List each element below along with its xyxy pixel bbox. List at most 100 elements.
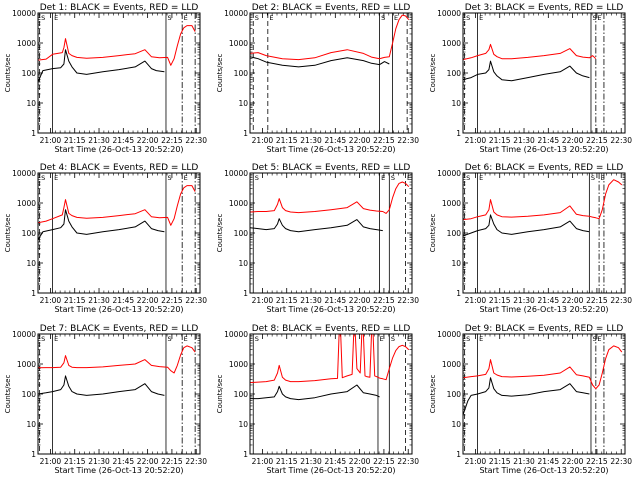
- marker-label: E: [407, 174, 411, 182]
- detector-9-events-series: [463, 377, 590, 416]
- detector-3-panel: Det 3: BLACK = Events, RED = LLD Counts/s…: [429, 3, 632, 154]
- x-tick-label: 22:15: [586, 136, 608, 145]
- y-tick-label: 10000: [224, 9, 248, 18]
- marker-label: S: [255, 174, 259, 182]
- marker-label: E: [597, 14, 601, 22]
- y-tick-label: 10000: [437, 330, 461, 339]
- detector-9-series-group: [463, 345, 623, 416]
- x-tick-label: 21:15: [489, 296, 511, 305]
- x-tick-label: 21:30: [513, 457, 535, 466]
- detector-8-title: Det 8: BLACK = Events, RED = LLD: [252, 324, 411, 334]
- detector-2-xlabel: Start Time (26-Oct-13 20:52:20): [266, 145, 395, 154]
- x-tick-label: 22:30: [185, 457, 207, 466]
- marker-label: S: [391, 174, 395, 182]
- y-tick-label: 100: [234, 69, 249, 78]
- y-tick-label: 1000: [442, 39, 461, 48]
- x-tick-label: 21:15: [276, 136, 298, 145]
- detector-2-frame: [249, 12, 413, 134]
- detector-6-series-group: [463, 179, 623, 237]
- marker-label: S: [591, 174, 595, 182]
- y-tick-label: 1: [31, 450, 36, 459]
- detector-1-ylabel: Counts/sec: [4, 54, 12, 93]
- marker-label: E: [601, 174, 605, 182]
- y-tick-label: 1000: [442, 199, 461, 208]
- y-tick-label: 100: [234, 390, 249, 399]
- detector-5-frame: [249, 172, 413, 294]
- detector-2-ylabel: Counts/sec: [216, 54, 224, 93]
- x-tick-label: 22:15: [586, 457, 608, 466]
- detector-4-lld-series: [38, 185, 196, 226]
- x-tick-label: 22:30: [610, 136, 632, 145]
- detector-3-xlabel: Start Time (26-Oct-13 20:52:20): [479, 145, 608, 154]
- marker-label: E: [184, 174, 188, 182]
- x-tick-label: 21:45: [538, 457, 560, 466]
- detector-3-events-series: [463, 60, 590, 82]
- x-tick-label: 21:45: [325, 296, 347, 305]
- x-tick-label: 21:30: [513, 296, 535, 305]
- detector-5-title: Det 5: BLACK = Events, RED = LLD: [252, 163, 411, 173]
- y-tick-label: 10: [238, 420, 248, 429]
- detector-2-title: Det 2: BLACK = Events, RED = LLD: [252, 3, 411, 13]
- marker-label: E: [597, 335, 601, 343]
- x-tick-label: 22:00: [137, 457, 159, 466]
- x-tick-label: 22:30: [185, 136, 207, 145]
- x-tick-label: 21:30: [88, 457, 110, 466]
- detector-4-events-series: [38, 209, 165, 240]
- y-tick-label: 100: [22, 229, 37, 238]
- y-tick-label: 1: [31, 129, 36, 138]
- y-tick-label: 1: [243, 289, 248, 298]
- detector-8-xlabel: Start Time (26-Oct-13 20:52:20): [266, 466, 395, 475]
- x-tick-label: 22:15: [373, 136, 395, 145]
- y-tick-label: 10: [451, 99, 461, 108]
- detector-9-panel: Det 9: BLACK = Events, RED = LLD Counts/s…: [429, 324, 632, 475]
- x-tick-label: 21:45: [113, 136, 135, 145]
- marker-label: S: [167, 174, 171, 182]
- y-tick-label: 100: [447, 69, 462, 78]
- marker-label: E: [54, 335, 58, 343]
- x-tick-label: 21:30: [300, 457, 322, 466]
- x-tick-label: 22:00: [562, 136, 584, 145]
- x-tick-label: 22:15: [161, 457, 183, 466]
- x-tick-label: 21:00: [40, 457, 62, 466]
- x-tick-label: 21:30: [88, 296, 110, 305]
- marker-label: E: [479, 335, 483, 343]
- x-tick-label: 21:00: [465, 457, 487, 466]
- detector-5-xlabel: Start Time (26-Oct-13 20:52:20): [266, 305, 395, 314]
- detector-1-series-group: [38, 25, 196, 83]
- detector-8-series-group: [250, 334, 410, 401]
- y-tick-label: 100: [447, 390, 462, 399]
- marker-label: S: [167, 335, 171, 343]
- x-tick-label: 21:45: [538, 136, 560, 145]
- y-tick-label: 10000: [437, 169, 461, 178]
- x-tick-label: 21:45: [113, 296, 135, 305]
- y-tick-label: 1: [456, 450, 461, 459]
- marker-label: E: [54, 174, 58, 182]
- x-tick-label: 22:30: [610, 296, 632, 305]
- detector-6-title: Det 6: BLACK = Events, RED = LLD: [465, 163, 624, 173]
- marker-label: E: [394, 14, 398, 22]
- detector-4-panel: Det 4: BLACK = Events, RED = LLD Counts/s…: [4, 163, 207, 314]
- detector-8-panel: Det 8: BLACK = Events, RED = LLD Counts/s…: [216, 324, 419, 475]
- detector-7-ylabel: Counts/sec: [4, 375, 12, 414]
- marker-label: S: [466, 14, 470, 22]
- x-tick-label: 21:00: [252, 457, 274, 466]
- detector-9-title: Det 9: BLACK = Events, RED = LLD: [465, 324, 624, 334]
- marker-label: S: [255, 14, 259, 22]
- detector-8-frame: [249, 333, 413, 455]
- x-tick-label: 21:15: [489, 136, 511, 145]
- detector-6-frame: [462, 172, 626, 294]
- y-tick-label: 100: [234, 229, 249, 238]
- detector-7-events-series: [38, 375, 165, 396]
- marker-label: S: [167, 14, 171, 22]
- x-tick-label: 22:30: [185, 296, 207, 305]
- x-tick-label: 21:15: [276, 457, 298, 466]
- marker-label: E: [407, 335, 411, 343]
- x-tick-label: 21:00: [465, 136, 487, 145]
- x-tick-label: 21:30: [88, 136, 110, 145]
- detector-7-series-group: [38, 345, 196, 396]
- marker-label: S: [381, 14, 385, 22]
- y-tick-label: 1: [456, 289, 461, 298]
- y-tick-label: 10000: [12, 9, 36, 18]
- detector-1-title: Det 1: BLACK = Events, RED = LLD: [40, 3, 199, 13]
- detector-4-title: Det 4: BLACK = Events, RED = LLD: [40, 163, 199, 173]
